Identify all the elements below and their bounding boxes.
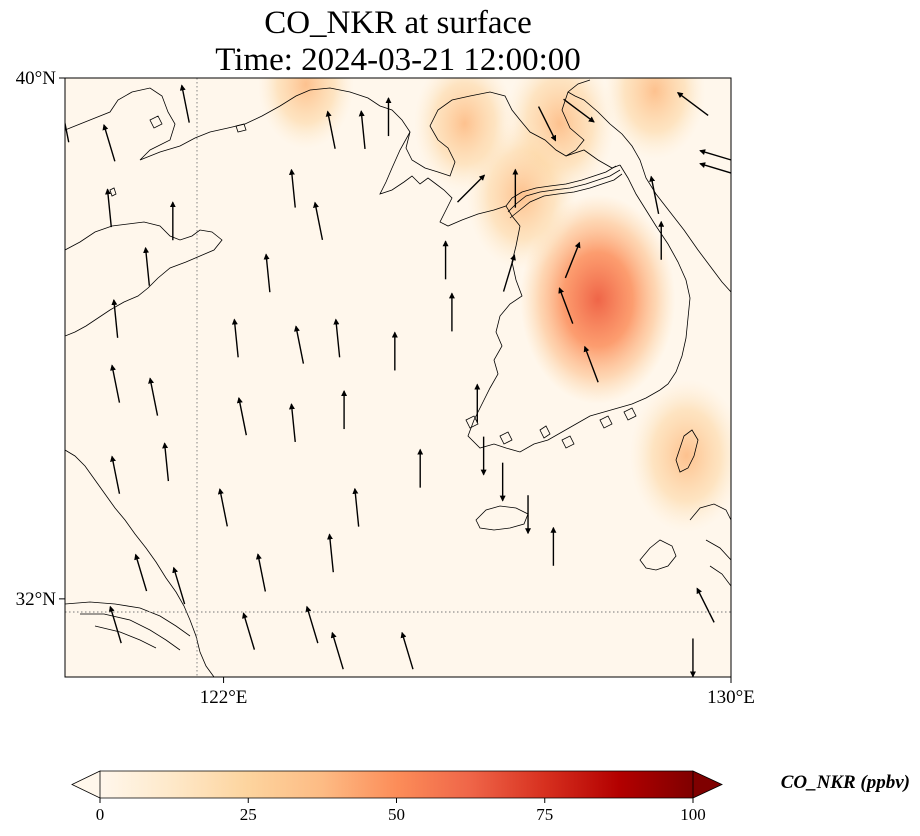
map-frame — [64, 77, 732, 678]
wind-vector-45 — [699, 162, 731, 174]
wind-vector-12 — [111, 299, 119, 338]
coastline-korea-east — [619, 164, 691, 391]
colorbar-gradient — [100, 771, 693, 798]
colorbar-extend-low — [71, 770, 101, 799]
wind-vector-32 — [172, 566, 186, 605]
coastline-tsushima — [675, 429, 699, 473]
coastlines — [65, 79, 731, 677]
colorbar-tick-label-2: 50 — [388, 805, 405, 824]
coastline-china-north — [65, 79, 591, 177]
coastline-korea-west — [467, 225, 661, 453]
wind-vector-55 — [696, 587, 715, 623]
wind-vector-19 — [236, 396, 248, 436]
colorbar-tick-label-0: 0 — [96, 805, 105, 824]
wind-vector-48 — [583, 345, 599, 383]
colorbar-extend-high — [692, 770, 723, 799]
wind-vector-7 — [313, 201, 324, 241]
coastline-islands-south-korea — [465, 407, 637, 449]
coastline-japan-kyushu — [639, 503, 731, 587]
map-panel — [65, 78, 731, 677]
coastline-islands-bohai — [109, 115, 247, 197]
wind-vector-40 — [564, 241, 581, 279]
colorbar-tick-label-4: 100 — [680, 805, 706, 824]
wind-vector-36 — [400, 631, 414, 670]
wind-vector-25 — [110, 455, 121, 494]
map-title-line2: Time: 2024-03-21 12:00:00 — [215, 42, 580, 78]
wind-vectors — [65, 84, 731, 677]
wind-vector-20 — [288, 403, 296, 443]
wind-vector-5 — [263, 253, 271, 293]
wind-vector-6 — [288, 168, 296, 208]
wind-vector-15 — [333, 318, 341, 358]
axis-ticks: 122°E 130°E 40°N 32°N — [16, 68, 755, 708]
wind-vector-0 — [65, 103, 70, 143]
wind-vector-34 — [242, 612, 256, 650]
wind-vector-37 — [330, 631, 344, 670]
wind-vector-38 — [649, 175, 660, 214]
co-plume-6 — [604, 78, 706, 160]
wind-vector-4 — [179, 84, 190, 123]
wind-vector-39 — [502, 254, 516, 292]
wind-vector-11 — [143, 246, 151, 286]
coastline-jeju — [475, 505, 529, 531]
colorbar-tick-label-1: 25 — [240, 805, 257, 824]
x-tick-label-1: 130°E — [707, 687, 755, 708]
y-tick-label-0: 40°N — [16, 68, 57, 89]
wind-vector-42 — [563, 98, 595, 123]
coastline-liaodong — [379, 131, 521, 227]
wind-vector-31 — [134, 553, 148, 592]
wind-vector-30 — [255, 553, 267, 592]
colorbar-tick-label-3: 75 — [536, 805, 553, 824]
map-title-line1: CO_NKR at surface — [264, 5, 532, 41]
wind-vector-44 — [699, 149, 731, 161]
wind-vector-17 — [110, 364, 121, 403]
x-tick-label-0: 122°E — [200, 687, 248, 708]
coastline-yalu-border — [505, 165, 623, 219]
wind-vector-26 — [217, 488, 228, 527]
wind-vector-13 — [231, 318, 239, 358]
colorbar-ticks: 0 25 50 75 100 — [96, 798, 706, 824]
wind-vector-18 — [148, 377, 159, 416]
wind-vector-27 — [352, 487, 360, 527]
wind-vector-14 — [293, 325, 305, 364]
colorbar-label: CO_NKR (ppbv) — [781, 772, 910, 793]
wind-vector-33 — [108, 605, 122, 644]
wind-vector-9 — [358, 110, 366, 150]
coastline-shandong — [65, 221, 223, 337]
wind-vector-47 — [457, 174, 486, 203]
y-tick-label-1: 32°N — [16, 589, 57, 610]
co-plume-3 — [414, 78, 516, 192]
wind-vector-41 — [537, 106, 557, 142]
co-plume-5 — [629, 378, 731, 533]
wind-vector-43 — [676, 92, 709, 117]
wind-vector-35 — [305, 605, 319, 644]
wind-vector-1 — [102, 123, 116, 162]
coastline-yangtze-delta — [65, 601, 191, 651]
co-plume-4 — [258, 78, 354, 150]
wind-vector-29 — [327, 533, 334, 573]
wind-vector-24 — [162, 442, 170, 482]
wind-vector-8 — [325, 110, 336, 149]
colorbar: 0 25 50 75 100 CO_NKR (ppbv) — [71, 770, 910, 824]
wind-vector-49 — [558, 287, 574, 324]
co-concentration-field — [258, 78, 731, 533]
wind-vector-2 — [105, 188, 112, 228]
